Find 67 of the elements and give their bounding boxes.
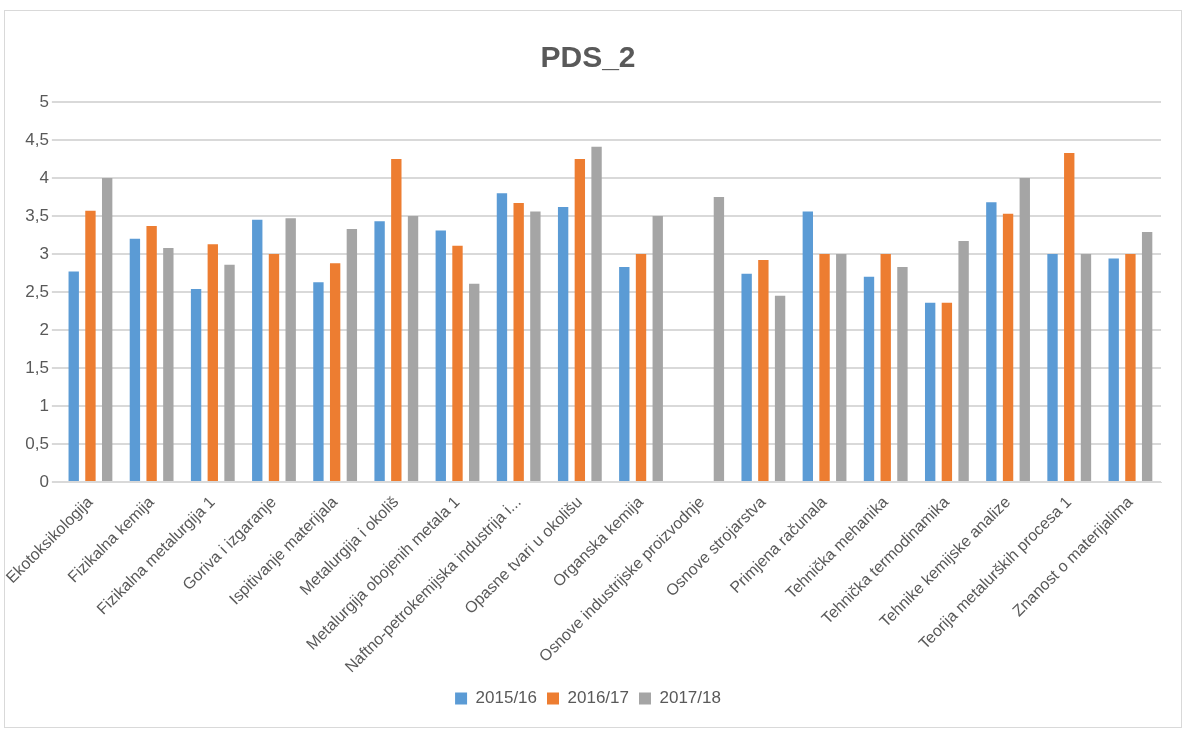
bar (1047, 254, 1058, 482)
y-tick-label: 1,5 (25, 357, 49, 377)
bar (652, 216, 663, 482)
bar (313, 282, 324, 482)
bar (1141, 231, 1153, 482)
bar (774, 295, 786, 482)
bar (513, 203, 524, 482)
bar (1002, 213, 1014, 482)
bar (496, 193, 508, 482)
bar (713, 197, 725, 482)
bar (802, 211, 813, 482)
bar (207, 244, 218, 482)
bar (1080, 254, 1092, 482)
bar (1064, 152, 1075, 482)
y-tick-label: 0,5 (25, 433, 49, 453)
y-tick-label: 1 (39, 395, 49, 415)
y-tick-label: 4,5 (25, 129, 49, 149)
legend-label: 2016/17 (567, 688, 629, 708)
bar (346, 228, 358, 482)
bar (619, 266, 630, 482)
bar (880, 254, 891, 482)
bar (574, 159, 586, 482)
legend-label: 2015/16 (475, 688, 538, 708)
bar (85, 210, 96, 482)
bar (268, 254, 280, 482)
y-tick-label: 3 (39, 243, 49, 263)
bar (941, 302, 953, 482)
bar (129, 238, 141, 482)
bar (986, 202, 997, 482)
bar (1125, 254, 1136, 482)
bar (285, 218, 296, 482)
bar (252, 219, 263, 482)
bar (530, 211, 541, 482)
bar (329, 263, 341, 482)
bar (391, 159, 402, 482)
bar (435, 230, 446, 482)
bar (557, 206, 569, 482)
bar (758, 260, 769, 482)
legend-label: 2017/18 (659, 688, 721, 708)
bar (1108, 258, 1119, 482)
bar (836, 254, 847, 482)
bar (469, 283, 480, 482)
bar (897, 266, 908, 482)
bar (146, 225, 157, 482)
bar (101, 178, 113, 482)
bar (591, 146, 602, 482)
chart-title: PDS_2 (540, 40, 636, 74)
y-tick-label: 0 (39, 471, 49, 491)
y-tick-label: 4 (39, 167, 49, 187)
y-tick-label: 3,5 (25, 205, 49, 225)
bar (924, 302, 936, 482)
bar (863, 276, 875, 482)
bar (224, 264, 235, 482)
bar (958, 241, 969, 482)
bar (741, 273, 752, 482)
bar (407, 216, 419, 482)
bar (374, 221, 385, 482)
bar (163, 247, 174, 482)
bar (452, 245, 463, 482)
bar (819, 254, 830, 482)
bar (1019, 178, 1030, 482)
bar (635, 254, 647, 482)
y-tick-label: 2 (39, 319, 49, 339)
bar (190, 288, 202, 482)
bar (68, 271, 79, 482)
y-tick-label: 2,5 (25, 281, 49, 301)
y-tick-label: 5 (39, 91, 49, 111)
